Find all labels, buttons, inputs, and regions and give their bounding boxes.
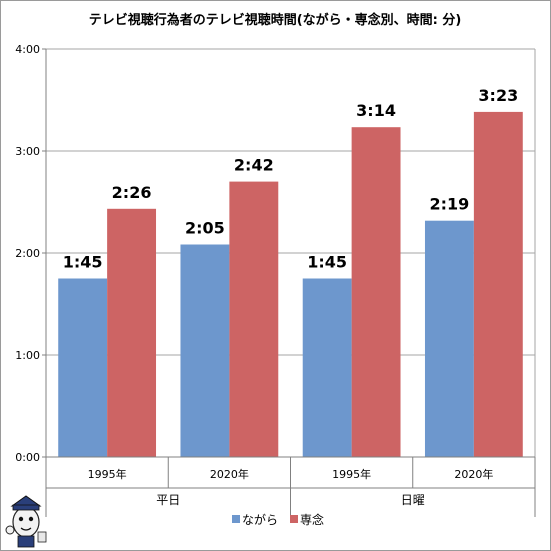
data-label: 1:45 (63, 253, 103, 272)
axes: 0:00 1:00 2:00 3:00 4:00 平日 日曜 1995年 2020年 1995年 2… (15, 43, 536, 517)
chart-title: テレビ視聴行為者のテレビ視聴時間(ながら・専念別、時間: 分) (89, 12, 462, 28)
bar-nagara (424, 220, 474, 457)
category-label: 2020年 (210, 467, 249, 481)
legend-swatch (232, 515, 240, 523)
bar-sennen (351, 127, 401, 457)
group-label: 平日 (156, 493, 180, 507)
data-label: 3:23 (478, 86, 518, 105)
category-label: 2020年 (454, 467, 493, 481)
bar-nagara (58, 278, 108, 457)
legend: ながら 専念 (232, 512, 324, 527)
data-label: 2:19 (430, 195, 470, 214)
bar-nagara (180, 244, 230, 457)
legend-swatch (290, 515, 298, 523)
y-tick-label: 1:00 (15, 349, 40, 362)
data-label: 1:45 (307, 253, 347, 272)
legend-label: ながら (242, 512, 278, 527)
y-tick-label: 2:00 (15, 247, 40, 260)
bars (58, 111, 523, 458)
mascot-logo (5, 495, 47, 548)
data-labels: 1:45 2:05 1:45 2:19 2:26 2:42 3:14 3:23 (63, 86, 518, 272)
y-tick-label: 4:00 (15, 43, 40, 56)
category-label: 1995年 (332, 467, 371, 481)
data-label: 2:05 (185, 219, 225, 238)
category-label: 1995年 (88, 467, 127, 481)
legend-label: 専念 (300, 512, 324, 527)
bar-nagara (302, 278, 352, 457)
bar-sennen (473, 111, 523, 458)
data-label: 3:14 (356, 101, 396, 120)
bar-sennen (107, 208, 157, 457)
bar-sennen (229, 181, 279, 457)
y-tick-label: 0:00 (15, 451, 40, 464)
group-label: 日曜 (401, 493, 425, 507)
y-tick-label: 3:00 (15, 145, 40, 158)
data-label: 2:42 (234, 156, 274, 175)
data-label: 2:26 (112, 183, 152, 202)
